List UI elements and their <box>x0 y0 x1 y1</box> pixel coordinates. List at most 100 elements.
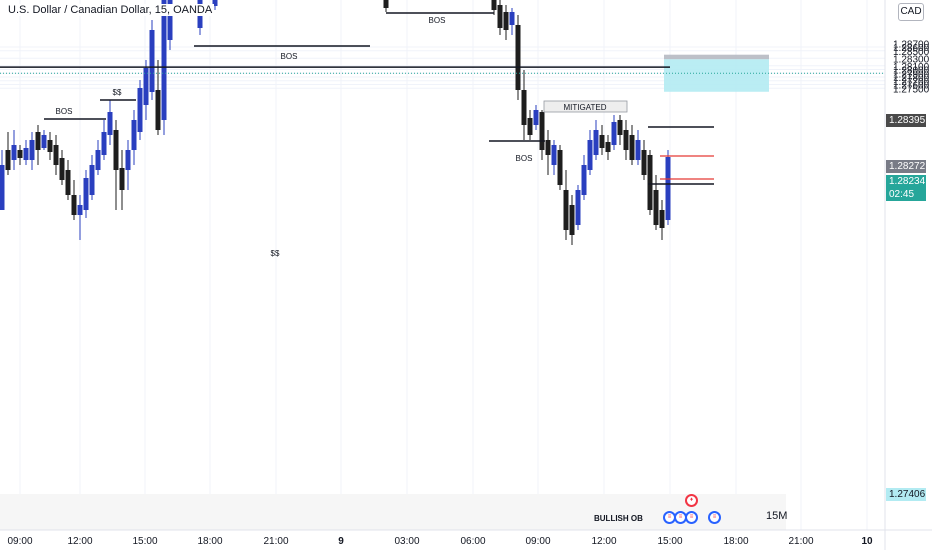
candle-body <box>527 118 533 135</box>
time-tick-label: 21:00 <box>788 536 813 547</box>
stop-loss-zone <box>664 54 769 60</box>
countdown-tag: 02:45 <box>886 188 926 201</box>
price-tick-label: 1.27600 <box>893 81 930 92</box>
candle-body <box>29 140 35 160</box>
candle-body <box>503 12 509 30</box>
price-tick-label: 1.27700 <box>893 77 930 88</box>
time-tick-label: 18:00 <box>723 536 748 547</box>
candle-body <box>659 210 665 228</box>
time-tick-label: 10 <box>861 536 873 547</box>
time-axis: 09:00 12:00 15:00 18:00 21:00 9 03:00 06:00 09:0… <box>0 529 932 547</box>
price-tick-label: 1.28600 <box>893 43 930 54</box>
candles <box>0 0 671 245</box>
price-axis: 1.286001.285001.283001.281001.280001.279… <box>884 0 930 550</box>
currency-badge[interactable]: CAD <box>898 3 924 21</box>
time-tick-label: 12:00 <box>67 536 92 547</box>
price-tick-label: 1.27500 <box>893 84 930 95</box>
bullish-ob-label: BULLISH OB <box>594 514 643 523</box>
candle-body <box>23 148 29 160</box>
us-flag-icon[interactable]: ≡ <box>708 511 721 524</box>
events-strip <box>0 494 786 530</box>
candle-body <box>587 140 593 170</box>
price-tick-label: 1.28000 <box>893 66 930 77</box>
candle-body <box>629 135 635 160</box>
bos-label: BOS <box>429 16 446 25</box>
candle-body <box>551 145 557 165</box>
candle-body <box>563 190 569 230</box>
time-tick-label: 12:00 <box>591 536 616 547</box>
candle-body <box>581 165 587 195</box>
price-tick-label: 1.27800 <box>893 73 930 84</box>
candle-body <box>101 132 107 155</box>
time-tick-label: 09:00 <box>7 536 32 547</box>
candle-body <box>119 168 125 190</box>
candle-body <box>35 132 41 150</box>
timeframe-label: 15M <box>766 510 788 522</box>
candle-body <box>71 195 77 215</box>
candle-body <box>647 155 653 210</box>
candle-body <box>611 122 617 145</box>
candle-body <box>557 150 563 185</box>
us-flag-icon[interactable]: ≡ <box>685 511 698 524</box>
time-tick-label: 9 <box>338 536 344 547</box>
annotation-lines: BOS $$ BOS BOS BOS MITIGATED $$ <box>0 12 885 258</box>
candle-body <box>497 5 503 28</box>
candle-body <box>641 150 647 175</box>
bos-label: BOS <box>56 107 73 116</box>
candle-body <box>665 157 671 220</box>
candle-body <box>65 170 71 195</box>
candle-body <box>47 140 53 152</box>
candle-body <box>575 190 581 225</box>
candle-body <box>0 165 5 210</box>
position-zones <box>0 54 786 530</box>
candle-body <box>593 130 599 155</box>
candle-body <box>107 112 113 135</box>
candle-body <box>617 120 623 135</box>
candle-body <box>569 205 575 235</box>
candle-body <box>161 0 167 120</box>
candle-body <box>143 68 149 105</box>
candle-body <box>635 140 641 160</box>
candle-body <box>605 142 611 152</box>
candle-body <box>53 145 59 165</box>
candle-body <box>113 130 119 170</box>
candle-body <box>653 190 659 225</box>
candle-body <box>11 145 17 160</box>
candle-body <box>95 150 101 170</box>
candle-body <box>155 90 161 130</box>
time-tick-label: 06:00 <box>460 536 485 547</box>
candle-body <box>41 135 47 148</box>
stop-price-tag: 1.28395 <box>886 114 926 127</box>
take-profit-zone <box>664 59 769 92</box>
time-tick-label: 18:00 <box>197 536 222 547</box>
price-tick-label: 1.28500 <box>893 47 930 58</box>
candle-body <box>131 120 137 150</box>
candle-body <box>5 150 11 170</box>
candle-body <box>59 158 65 180</box>
candle-body <box>125 150 131 170</box>
time-tick-label: 15:00 <box>132 536 157 547</box>
time-tick-label: 15:00 <box>657 536 682 547</box>
entry-price-tag: 1.28272 <box>886 160 926 173</box>
time-tick-label: 09:00 <box>525 536 550 547</box>
bos-label: BOS <box>516 154 533 163</box>
candle-body <box>83 178 89 210</box>
price-tick-label: 1.28100 <box>893 62 930 73</box>
candle-body <box>149 30 155 92</box>
candle-body <box>89 165 95 195</box>
mitigated-box <box>543 100 628 113</box>
liquidity-label: $$ <box>113 88 122 97</box>
candle-body <box>533 110 539 125</box>
candle-body <box>491 0 497 10</box>
mitigated-label: MITIGATED <box>564 103 607 112</box>
candle-body <box>212 0 218 6</box>
price-tick-label: 1.28300 <box>893 54 930 65</box>
time-tick-label: 21:00 <box>263 536 288 547</box>
canada-flag-icon[interactable]: ♦ <box>685 494 698 507</box>
candle-body <box>77 205 83 215</box>
current-price-tag: 1.28234 <box>886 175 926 188</box>
time-tick-label: 03:00 <box>394 536 419 547</box>
candle-body <box>137 88 143 132</box>
bos-label: BOS <box>281 52 298 61</box>
